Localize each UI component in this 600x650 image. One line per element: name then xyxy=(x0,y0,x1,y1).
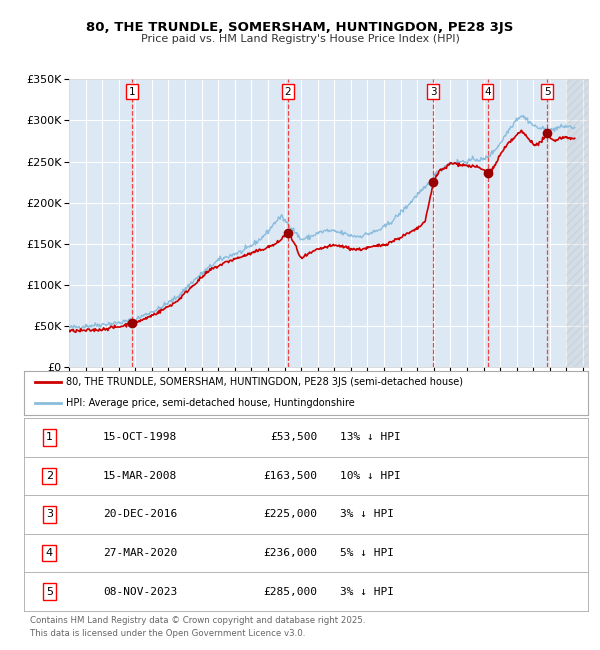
Text: 2: 2 xyxy=(46,471,53,481)
Text: Price paid vs. HM Land Registry's House Price Index (HPI): Price paid vs. HM Land Registry's House … xyxy=(140,34,460,44)
Text: Contains HM Land Registry data © Crown copyright and database right 2025.: Contains HM Land Registry data © Crown c… xyxy=(30,616,365,625)
Text: 1: 1 xyxy=(128,86,135,97)
Text: £236,000: £236,000 xyxy=(263,548,317,558)
Text: 13% ↓ HPI: 13% ↓ HPI xyxy=(340,432,401,442)
Text: 5: 5 xyxy=(544,86,551,97)
Bar xyxy=(566,79,588,367)
Text: 08-NOV-2023: 08-NOV-2023 xyxy=(103,587,177,597)
Text: 3: 3 xyxy=(46,510,53,519)
Text: 5: 5 xyxy=(46,587,53,597)
Text: 4: 4 xyxy=(484,86,491,97)
Text: 80, THE TRUNDLE, SOMERSHAM, HUNTINGDON, PE28 3JS: 80, THE TRUNDLE, SOMERSHAM, HUNTINGDON, … xyxy=(86,21,514,34)
Text: 4: 4 xyxy=(46,548,53,558)
Text: 3% ↓ HPI: 3% ↓ HPI xyxy=(340,587,394,597)
Text: 3: 3 xyxy=(430,86,437,97)
Text: This data is licensed under the Open Government Licence v3.0.: This data is licensed under the Open Gov… xyxy=(30,629,305,638)
Text: 5% ↓ HPI: 5% ↓ HPI xyxy=(340,548,394,558)
Text: £285,000: £285,000 xyxy=(263,587,317,597)
Text: 20-DEC-2016: 20-DEC-2016 xyxy=(103,510,177,519)
Text: 2: 2 xyxy=(285,86,292,97)
Text: £225,000: £225,000 xyxy=(263,510,317,519)
Text: 15-MAR-2008: 15-MAR-2008 xyxy=(103,471,177,481)
Text: 10% ↓ HPI: 10% ↓ HPI xyxy=(340,471,401,481)
Text: HPI: Average price, semi-detached house, Huntingdonshire: HPI: Average price, semi-detached house,… xyxy=(66,398,355,408)
Text: 1: 1 xyxy=(46,432,53,442)
Text: 3% ↓ HPI: 3% ↓ HPI xyxy=(340,510,394,519)
Text: 80, THE TRUNDLE, SOMERSHAM, HUNTINGDON, PE28 3JS (semi-detached house): 80, THE TRUNDLE, SOMERSHAM, HUNTINGDON, … xyxy=(66,378,463,387)
Text: £53,500: £53,500 xyxy=(270,432,317,442)
Text: 15-OCT-1998: 15-OCT-1998 xyxy=(103,432,177,442)
Text: £163,500: £163,500 xyxy=(263,471,317,481)
Text: 27-MAR-2020: 27-MAR-2020 xyxy=(103,548,177,558)
